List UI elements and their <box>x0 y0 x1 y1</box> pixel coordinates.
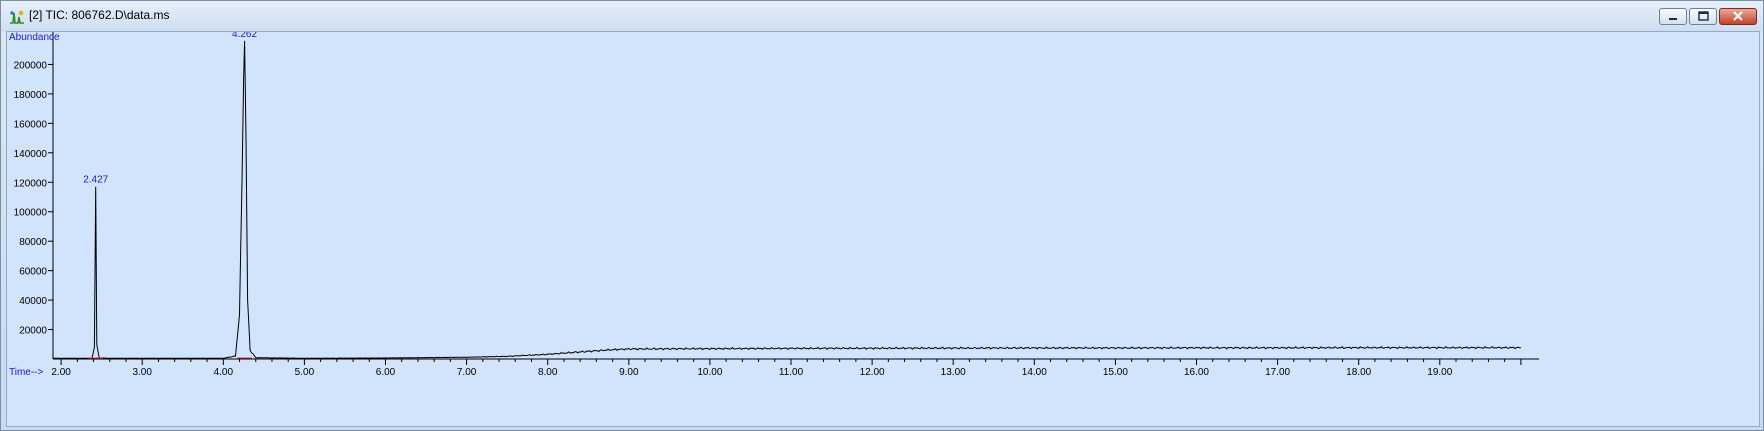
tic-trace <box>52 40 1521 359</box>
close-button[interactable] <box>1719 8 1757 25</box>
x-tick-label: 6.00 <box>376 367 396 378</box>
x-tick-label: 18.00 <box>1346 367 1371 378</box>
x-tick-label: 8.00 <box>538 367 558 378</box>
peak-label: 2.427 <box>83 175 108 186</box>
x-tick-label: 9.00 <box>619 367 639 378</box>
x-tick-label: 4.00 <box>214 367 234 378</box>
x-tick-label: 15.00 <box>1103 367 1128 378</box>
chromatogram-app-icon <box>9 9 25 25</box>
y-tick-label: 120000 <box>14 178 48 189</box>
minimize-icon <box>1669 18 1677 20</box>
y-tick-label: 20000 <box>19 326 47 337</box>
window-titlebar[interactable]: [2] TIC: 806762.D\data.ms <box>1 1 1763 31</box>
maximize-icon <box>1698 11 1709 21</box>
y-tick-label: 180000 <box>14 90 48 101</box>
x-tick-label: 19.00 <box>1427 367 1452 378</box>
y-tick-label: 80000 <box>19 237 47 248</box>
y-tick-label: 200000 <box>14 60 48 71</box>
y-tick-label: 160000 <box>14 119 48 130</box>
x-tick-label: 3.00 <box>132 367 152 378</box>
close-icon <box>1733 11 1743 21</box>
x-tick-label: 2.00 <box>51 367 71 378</box>
x-tick-label: 7.00 <box>457 367 477 378</box>
maximize-button[interactable] <box>1689 8 1717 25</box>
minimize-button[interactable] <box>1659 8 1687 25</box>
x-tick-label: 12.00 <box>860 367 885 378</box>
x-tick-label: 5.00 <box>295 367 315 378</box>
x-tick-label: 16.00 <box>1184 367 1209 378</box>
y-tick-label: 100000 <box>14 208 48 219</box>
x-tick-label: 14.00 <box>1022 367 1047 378</box>
x-tick-label: 13.00 <box>941 367 966 378</box>
x-tick-label: 17.00 <box>1265 367 1290 378</box>
window-title: [2] TIC: 806762.D\data.ms <box>29 8 170 22</box>
x-tick-label: 11.00 <box>779 367 804 378</box>
x-tick-label: 10.00 <box>697 367 722 378</box>
y-axis-label: Abundance <box>9 32 60 43</box>
chromatogram-chart: 20000 40000 60000 80000 100000 120000 140000 16… <box>9 32 1539 378</box>
peak-label: 4.262 <box>232 32 257 40</box>
chart-area[interactable]: 20000 40000 60000 80000 100000 120000 140000 16… <box>6 31 1760 427</box>
y-tick-label: 60000 <box>19 267 47 278</box>
y-tick-label: 40000 <box>19 296 47 307</box>
y-tick-label: 140000 <box>14 149 48 160</box>
x-axis-label: Time--> <box>9 367 44 378</box>
